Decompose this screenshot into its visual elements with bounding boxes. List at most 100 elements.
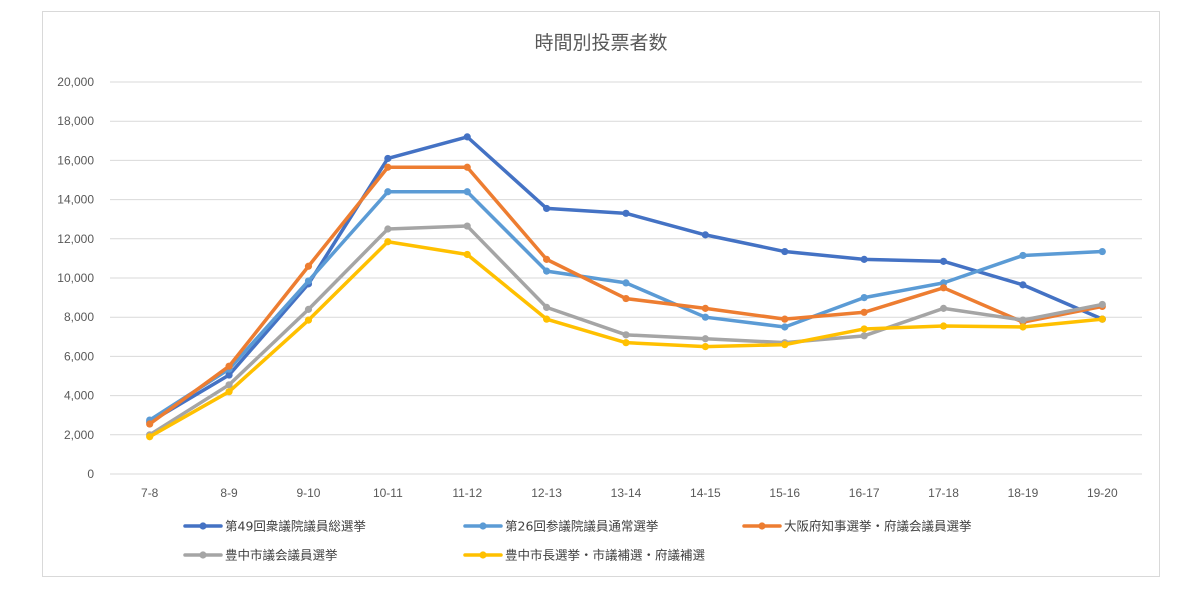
x-tick-label: 15-16 (769, 486, 800, 500)
data-point (860, 294, 868, 302)
y-tick-label: 20,000 (57, 75, 94, 89)
data-point (463, 250, 471, 259)
y-tick-label: 14,000 (57, 193, 94, 207)
legend-item: 大阪府知事選挙・府議会議員選挙 (742, 519, 972, 534)
legend-swatch-marker (479, 522, 487, 530)
data-point (701, 335, 709, 343)
data-point (781, 315, 789, 323)
chart-area (42, 11, 1160, 577)
data-point (225, 371, 233, 379)
data-point (622, 331, 630, 339)
data-point (225, 381, 233, 389)
data-point (463, 222, 471, 230)
data-point (384, 188, 392, 196)
series-line (147, 224, 1105, 437)
y-tick-label: 12,000 (57, 232, 94, 246)
y-tick-label: 0 (87, 467, 94, 481)
data-point (543, 315, 551, 323)
data-point (304, 305, 313, 313)
y-tick-label: 16,000 (57, 153, 94, 167)
data-point (384, 238, 392, 246)
x-tick-label: 19-20 (1087, 486, 1118, 500)
x-tick-label: 16-17 (849, 486, 880, 500)
legend-swatch-marker (199, 551, 207, 559)
y-tick-label: 2,000 (64, 428, 94, 442)
series-lines (146, 133, 1106, 441)
data-point (1019, 316, 1027, 324)
data-point (860, 308, 868, 316)
data-point (1019, 251, 1027, 260)
data-point (225, 362, 233, 370)
data-point (1098, 247, 1106, 256)
data-point (543, 255, 551, 263)
data-point (701, 231, 709, 239)
data-point (622, 339, 630, 347)
data-point (146, 433, 154, 441)
data-point (463, 133, 471, 141)
y-tick-label: 10,000 (57, 271, 94, 285)
legend-label: 豊中市議会議員選挙 (225, 548, 338, 563)
data-point (304, 277, 313, 285)
legend-label: 豊中市長選挙・市議補選・府議補選 (505, 548, 706, 563)
x-tick-label: 12-13 (531, 486, 562, 500)
x-tick-label: 18-19 (1008, 486, 1039, 500)
data-point (1019, 281, 1027, 289)
data-point (1019, 323, 1027, 331)
data-point (463, 163, 471, 171)
data-point (781, 247, 789, 256)
x-tick-label: 11-12 (452, 486, 482, 500)
data-point (939, 284, 948, 292)
data-point (939, 304, 948, 312)
x-tick-label: 13-14 (611, 486, 642, 500)
legend-label: 第26回参議院議員通常選挙 (505, 519, 659, 534)
data-point (463, 188, 471, 196)
legend-item: 豊中市長選挙・市議補選・府議補選 (463, 548, 706, 563)
x-axis-tick-labels: 7-8 8-9 9-10 10-11 11-12 12-13 13-14 14-15 15-16… (141, 486, 1118, 500)
legend-item: 豊中市議会議員選挙 (183, 548, 338, 563)
gridlines (110, 81, 1142, 475)
legend-swatch-marker (199, 522, 207, 530)
legend-label: 大阪府知事選挙・府議会議員選挙 (784, 519, 972, 534)
data-point (543, 303, 551, 311)
data-point (860, 325, 868, 333)
data-point (622, 294, 630, 303)
data-point (1098, 315, 1106, 323)
data-point (543, 204, 551, 213)
y-tick-label: 6,000 (64, 349, 94, 363)
x-tick-label: 9-10 (296, 486, 320, 500)
data-point (860, 332, 868, 340)
legend-label: 第49回衆議院議員総選挙 (225, 519, 366, 534)
data-point (304, 316, 313, 324)
data-point (384, 154, 392, 163)
data-point (1098, 300, 1106, 309)
legend-item: 第26回参議院議員通常選挙 (463, 519, 659, 534)
data-point (225, 388, 233, 396)
x-tick-label: 8-9 (220, 486, 238, 500)
y-axis-tick-labels: 0 2,000 4,000 6,000 8,000 10,000 12,000 14,000 1… (57, 75, 94, 481)
legend: 第49回衆議院議員総選挙 第26回参議院議員通常選挙 大阪府知事選挙・府議会議員選挙… (183, 519, 972, 563)
chart-title: 時間別投票者数 (534, 32, 667, 54)
data-point (384, 225, 392, 233)
data-point (146, 420, 154, 428)
data-point (860, 255, 868, 263)
series-5 (146, 238, 1106, 441)
y-tick-label: 4,000 (64, 389, 94, 403)
y-tick-label: 8,000 (64, 310, 94, 324)
x-tick-label: 17-18 (928, 486, 959, 500)
legend-item: 第49回衆議院議員総選挙 (183, 519, 366, 534)
series-3 (146, 163, 1106, 428)
data-point (939, 257, 948, 265)
data-point (701, 343, 709, 351)
x-tick-label: 7-8 (141, 486, 159, 500)
data-point (781, 341, 789, 349)
legend-swatch-marker (758, 522, 766, 530)
data-point (701, 304, 709, 312)
x-tick-label: 14-15 (690, 486, 721, 500)
data-point (939, 322, 948, 330)
data-point (622, 279, 630, 287)
y-tick-label: 18,000 (57, 114, 94, 128)
legend-swatch-marker (479, 551, 487, 559)
data-point (781, 323, 789, 331)
data-point (384, 163, 392, 171)
